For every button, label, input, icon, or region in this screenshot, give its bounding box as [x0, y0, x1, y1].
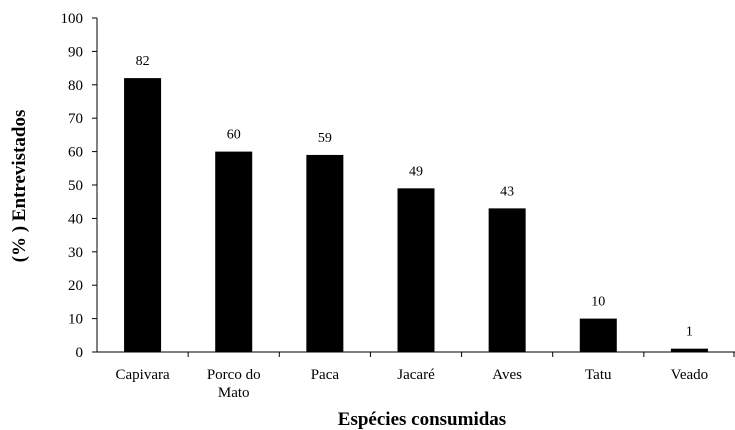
x-axis: Capivara Porco do Mato Paca Jacaré Aves Tatu Ve… — [97, 351, 735, 401]
bar — [215, 151, 253, 352]
data-label: 43 — [500, 184, 514, 199]
y-axis: 0 10 20 30 40 50 60 70 80 90 100 — [61, 11, 98, 361]
x-axis-title: Espécies consumidas — [338, 409, 506, 430]
data-label: 1 — [686, 325, 693, 340]
bar — [124, 78, 162, 353]
y-tick-label: 40 — [68, 211, 83, 227]
bar — [397, 188, 435, 352]
y-tick-label: 0 — [76, 345, 84, 361]
y-tick-label: 70 — [68, 111, 83, 127]
data-labels: 82 60 59 49 43 10 1 — [136, 54, 693, 340]
y-axis-title: (% ) Entrevistados — [9, 110, 30, 263]
x-tick-label: Porco do Mato — [207, 367, 261, 401]
bar — [488, 208, 526, 352]
data-label: 82 — [136, 54, 150, 69]
data-label: 49 — [409, 164, 423, 179]
y-tick-label: 80 — [68, 78, 83, 94]
x-tick-label: Veado — [671, 367, 709, 383]
bars — [124, 78, 708, 353]
y-tick-label: 50 — [68, 178, 83, 194]
x-tick-label: Tatu — [585, 367, 612, 383]
bar — [306, 154, 344, 352]
x-tick-label: Paca — [311, 367, 340, 383]
y-tick-label: 60 — [68, 145, 83, 161]
x-tick-label: Capivara — [116, 367, 170, 383]
y-tick-label: 100 — [61, 11, 84, 27]
x-tick-label: Aves — [492, 367, 522, 383]
data-label: 59 — [318, 131, 332, 146]
x-tick-label: Jacaré — [397, 367, 435, 383]
y-tick-label: 10 — [68, 312, 83, 328]
y-tick-label: 90 — [68, 44, 83, 60]
bar — [670, 348, 708, 352]
bar — [579, 318, 617, 352]
y-tick-label: 20 — [68, 278, 83, 294]
data-label: 10 — [591, 295, 605, 310]
y-tick-label: 30 — [68, 245, 83, 261]
data-label: 60 — [227, 128, 241, 143]
